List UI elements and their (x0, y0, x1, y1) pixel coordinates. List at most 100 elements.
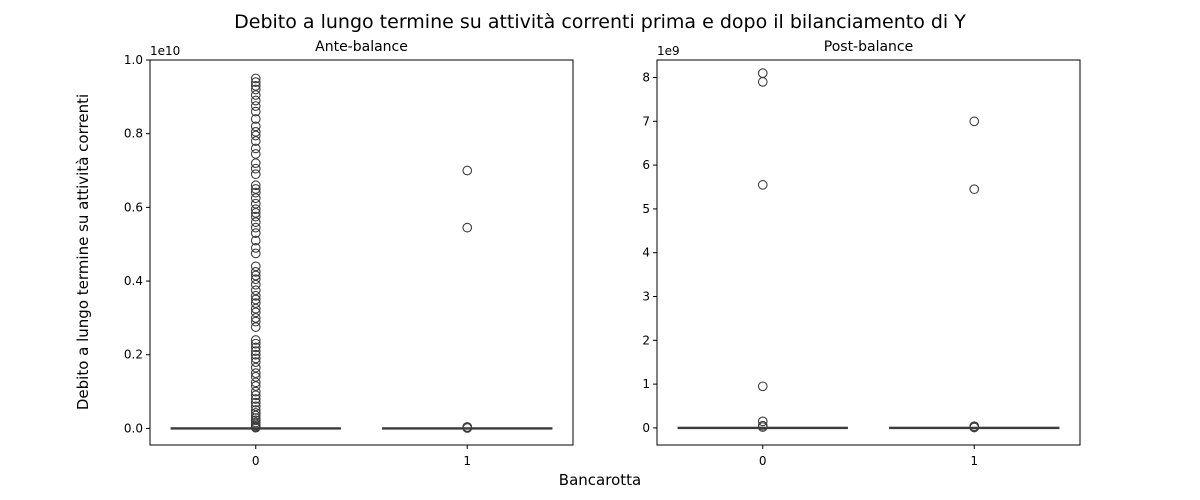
outlier-point (250, 84, 261, 95)
outlier-point (250, 198, 261, 209)
ante-offset-text: 1e10 (150, 44, 180, 58)
outlier-point (250, 187, 261, 198)
outlier-point (250, 342, 261, 353)
ante-ytick-label: 0.4 (124, 274, 143, 288)
outlier-point (250, 346, 261, 356)
outlier-point (250, 163, 261, 174)
ante-ytick-label: 1.0 (124, 53, 143, 67)
outlier-point (757, 381, 768, 392)
post-balance-panel: Post-balance 1e9 0 1 2 3 4 5 6 7 8 0 1 (642, 39, 1081, 468)
outlier-point (250, 193, 261, 204)
ante-balance-panel: Ante-balance 1e10 0.0 0.2 0.4 0.6 0.8 1.0 0 1 (124, 39, 574, 468)
outlier-point (250, 95, 261, 106)
outlier-point (250, 394, 261, 404)
outlier-point (757, 416, 768, 427)
outlier-point (250, 316, 261, 327)
outlier-point (250, 290, 261, 301)
outlier-point (250, 371, 261, 382)
ante-ytick-label: 0.6 (124, 200, 143, 214)
outlier-point (250, 368, 261, 379)
post-subplot-title: Post-balance (824, 39, 913, 55)
ante-ytick-label: 0.8 (124, 127, 143, 141)
outlier-point (969, 184, 980, 195)
outlier-point (250, 357, 261, 367)
post-box-1 (889, 116, 1060, 433)
outlier-point (250, 298, 261, 309)
post-ytick-label: 2 (642, 333, 650, 347)
post-axes-frame (656, 59, 1081, 446)
post-ytick-label: 7 (642, 114, 650, 128)
outlier-point (250, 77, 261, 87)
outlier-point (250, 285, 261, 296)
outlier-point (250, 180, 261, 191)
outlier-point (250, 204, 261, 215)
post-box-0 (677, 68, 848, 432)
outlier-point (757, 77, 768, 87)
outlier-point (250, 279, 261, 290)
outlier-point (250, 362, 261, 373)
outlier-point (250, 422, 261, 433)
outlier-point (250, 121, 261, 132)
outlier-point (250, 377, 261, 388)
ante-axes-frame (149, 59, 574, 446)
ante-xtick-label: 0 (252, 454, 260, 468)
outlier-point (250, 106, 261, 117)
outlier-point (250, 184, 261, 194)
outlier-point (250, 270, 261, 281)
outlier-point (250, 303, 261, 314)
outlier-point (250, 401, 261, 412)
outlier-point (250, 266, 261, 277)
post-ytick-label: 3 (642, 290, 650, 304)
outlier-point (250, 338, 261, 349)
outlier-point (250, 386, 261, 397)
outlier-point (250, 73, 261, 84)
outlier-point (250, 80, 261, 91)
outlier-point (250, 126, 261, 137)
outlier-point (250, 408, 261, 418)
outlier-point (250, 217, 261, 227)
outlier-point (969, 422, 980, 433)
post-ytick-label: 6 (642, 158, 650, 172)
outlier-point (757, 68, 768, 78)
outlier-point (462, 222, 473, 233)
ante-ytick-label: 0.0 (124, 421, 143, 435)
outlier-point (250, 130, 261, 141)
outlier-point (250, 235, 261, 246)
outlier-point (250, 397, 261, 408)
post-ytick-label: 1 (642, 377, 650, 391)
outlier-point (250, 248, 261, 259)
post-xtick-label: 1 (970, 454, 978, 468)
outlier-point (757, 179, 768, 190)
outlier-point (250, 243, 261, 253)
outlier-point (250, 222, 261, 233)
outlier-point (462, 423, 473, 433)
outlier-point (250, 335, 261, 345)
ante-ytick-label: 0.2 (124, 348, 143, 362)
post-ytick-label: 8 (642, 71, 650, 85)
outlier-point (250, 349, 261, 360)
outlier-point (250, 353, 261, 364)
outlier-point (462, 165, 473, 176)
outlier-point (250, 261, 261, 272)
post-offset-text: 1e9 (657, 44, 680, 58)
post-ytick-label: 0 (642, 421, 650, 435)
outlier-point (250, 307, 261, 318)
outlier-point (250, 101, 261, 111)
outlier-point (250, 158, 261, 169)
outlier-point (250, 211, 261, 222)
ante-box-1 (382, 165, 553, 433)
outlier-point (250, 208, 261, 218)
ante-xtick-label: 1 (463, 454, 471, 468)
outlier-point (250, 90, 261, 100)
outlier-point (250, 114, 261, 124)
outlier-point (250, 381, 261, 391)
figure-title: Debito a lungo termine su attività corre… (234, 11, 966, 33)
ante-subplot-title: Ante-balance (315, 39, 408, 55)
x-axis-label: Bancarotta (559, 471, 641, 489)
outlier-point (250, 390, 261, 401)
outlier-point (250, 149, 261, 159)
y-axis-label: Debito a lungo termine su attività corre… (74, 94, 92, 410)
ante-box-0 (170, 73, 341, 433)
outlier-point (250, 274, 261, 285)
